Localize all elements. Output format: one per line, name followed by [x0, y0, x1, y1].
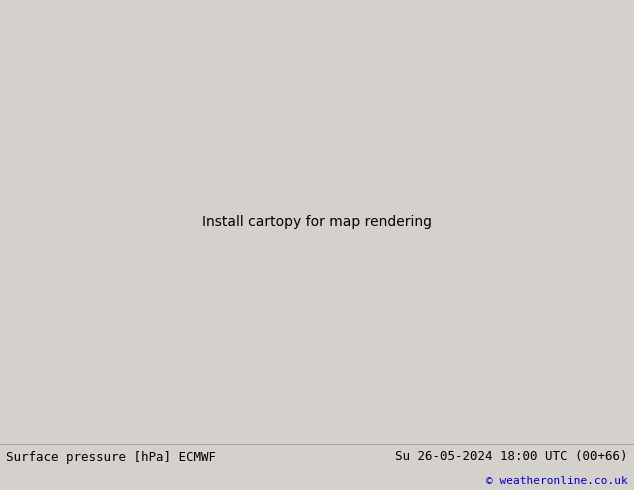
Text: Su 26-05-2024 18:00 UTC (00+66): Su 26-05-2024 18:00 UTC (00+66)	[395, 450, 628, 464]
Text: Install cartopy for map rendering: Install cartopy for map rendering	[202, 215, 432, 229]
Text: © weatheronline.co.uk: © weatheronline.co.uk	[486, 476, 628, 486]
Text: Surface pressure [hPa] ECMWF: Surface pressure [hPa] ECMWF	[6, 451, 216, 465]
